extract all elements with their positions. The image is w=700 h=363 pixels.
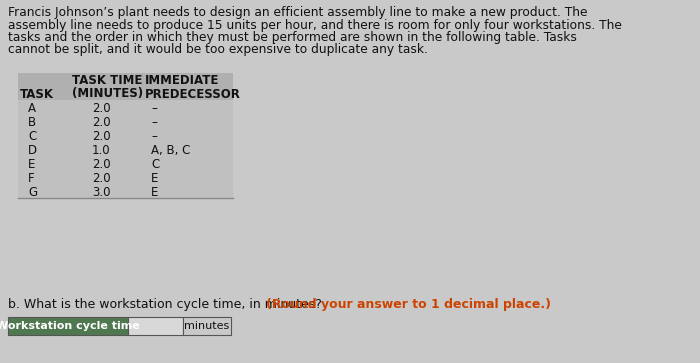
Text: 3.0: 3.0 [92,186,111,199]
Bar [128,317,183,335]
Text: E: E [151,172,158,185]
Text: –: – [151,130,157,143]
Text: minutes: minutes [184,321,230,331]
Text: 2.0: 2.0 [92,116,111,129]
Text: F: F [28,172,34,185]
Text: TASK TIME: TASK TIME [72,74,142,87]
Text: assembly line needs to produce 15 units per hour, and there is room for only fou: assembly line needs to produce 15 units … [8,19,622,32]
Text: E: E [151,186,158,199]
Text: IMMEDIATE: IMMEDIATE [145,74,219,87]
Text: cannot be split, and it would be too expensive to duplicate any task.: cannot be split, and it would be too exp… [8,44,428,57]
Text: E: E [28,158,36,171]
Bar [183,317,231,335]
Text: 2.0: 2.0 [92,130,111,143]
Text: 2.0: 2.0 [92,158,111,171]
Bar [18,73,233,100]
Text: –: – [151,102,157,115]
Text: 2.0: 2.0 [92,102,111,115]
Text: G: G [28,186,37,199]
Text: C: C [151,158,160,171]
Bar [18,100,233,198]
Text: A: A [28,102,36,115]
Text: 1.0: 1.0 [92,144,111,157]
Text: Workstation cycle time: Workstation cycle time [0,321,140,331]
Text: –: – [151,116,157,129]
Text: PREDECESSOR: PREDECESSOR [145,87,241,101]
Text: D: D [28,144,37,157]
Text: A, B, C: A, B, C [151,144,190,157]
Bar [8,317,128,335]
Text: (Round your answer to 1 decimal place.): (Round your answer to 1 decimal place.) [265,298,550,311]
Text: C: C [28,130,36,143]
Text: Francis Johnson’s plant needs to design an efficient assembly line to make a new: Francis Johnson’s plant needs to design … [8,6,587,19]
Text: b. What is the workstation cycle time, in minutes?: b. What is the workstation cycle time, i… [8,298,326,311]
Text: 2.0: 2.0 [92,172,111,185]
Text: TASK: TASK [20,87,54,101]
Text: B: B [28,116,36,129]
Text: (MINUTES): (MINUTES) [72,87,143,101]
Text: tasks and the order in which they must be performed are shown in the following t: tasks and the order in which they must b… [8,31,577,44]
